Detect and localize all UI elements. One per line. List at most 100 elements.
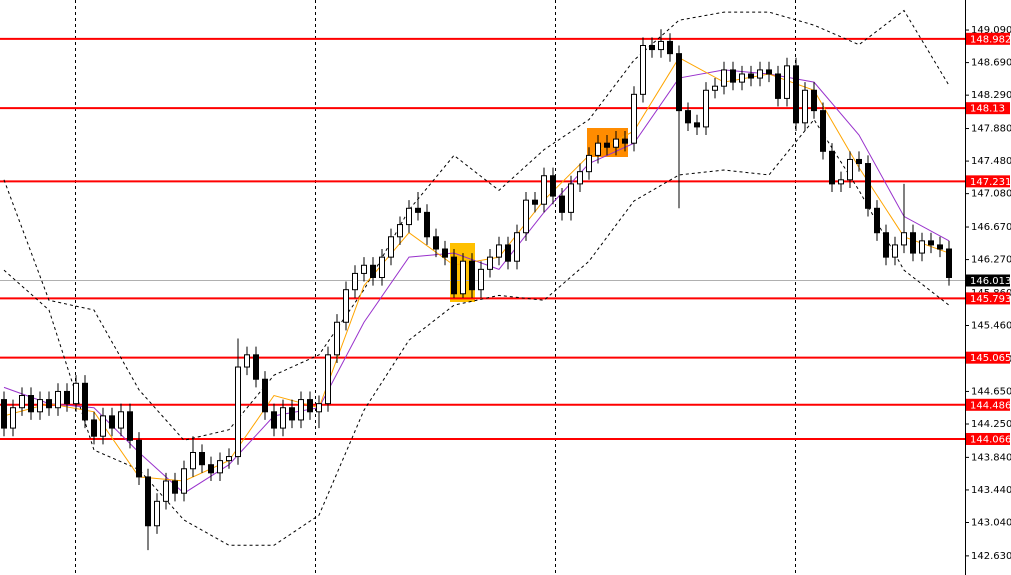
candle-body (424, 211, 430, 238)
candle-body (91, 419, 97, 437)
last-price-box (966, 274, 1010, 287)
last-price-label: 146.013 (970, 276, 1011, 287)
candle-body (73, 382, 79, 405)
candle-body (532, 199, 538, 205)
candle-body (451, 256, 457, 295)
candle-body (865, 163, 871, 209)
candle-body (919, 240, 925, 254)
candle-body (622, 138, 628, 144)
candle-body (10, 407, 16, 429)
candle-body (847, 158, 853, 181)
candle-body (244, 354, 250, 368)
candle-body (154, 500, 160, 527)
candle-body (100, 415, 106, 437)
candle-body (433, 236, 439, 250)
candle-body (631, 93, 637, 144)
candle-body (640, 45, 646, 95)
candle-body (379, 256, 385, 278)
candle-body (937, 244, 943, 250)
candle-body (811, 89, 817, 112)
candle-body (55, 390, 61, 409)
candle-body (703, 89, 709, 128)
candle-body (442, 248, 448, 258)
candle-body (775, 73, 781, 99)
level-label: 144.486 (970, 400, 1011, 411)
candle-body (649, 45, 655, 51)
candle-body (550, 175, 556, 197)
candle-body (577, 171, 583, 185)
candle-body (127, 411, 133, 441)
candle-body (352, 272, 358, 291)
candle-body (802, 89, 808, 124)
candle-body (883, 232, 889, 258)
candle-body (199, 451, 205, 466)
candle-body (892, 244, 898, 258)
candle-body (469, 260, 475, 291)
candle-body (676, 53, 682, 112)
y-tick-label: 145.460 (971, 321, 1011, 332)
candle-body (505, 244, 511, 262)
y-tick-label: 144.250 (971, 419, 1011, 430)
level-label: 145.793 (970, 294, 1011, 305)
candle-body (253, 354, 259, 380)
band-line (3, 118, 950, 546)
level-label-box (966, 175, 1010, 188)
candle-body (748, 73, 754, 79)
level-label-box (966, 432, 1010, 445)
candle-body (460, 260, 466, 295)
candle-body (190, 451, 196, 470)
candle-body (334, 321, 340, 356)
candle-body (388, 236, 394, 258)
candle-body (541, 175, 547, 205)
level-label-box (966, 102, 1010, 115)
candle-body (766, 69, 772, 75)
candle-body (838, 179, 844, 185)
y-tick-label: 143.440 (971, 485, 1011, 496)
candle-body (19, 395, 25, 409)
level-label: 147.231 (970, 177, 1011, 188)
candle-body (181, 468, 187, 494)
candle-body (820, 110, 826, 152)
candle-body (37, 399, 43, 413)
candle-body (298, 399, 304, 421)
candle-body (604, 142, 610, 148)
candle-body (658, 40, 664, 51)
candle-body (568, 183, 574, 213)
y-tick-label: 143.840 (971, 452, 1011, 463)
y-tick-label: 144.650 (971, 386, 1011, 397)
y-tick-label: 143.040 (971, 517, 1011, 528)
candle-body (730, 69, 736, 83)
candle-body (118, 411, 124, 429)
candle-body (325, 354, 331, 405)
candle-body (343, 289, 349, 323)
candle-body (145, 476, 151, 527)
candle-body (712, 85, 718, 91)
candle-body (793, 65, 799, 124)
candle-body (262, 378, 268, 413)
candle-body (1, 399, 7, 429)
candle-body (874, 207, 880, 234)
candle-body (496, 244, 502, 258)
y-tick-label: 149.090 (971, 25, 1011, 36)
candle-body (406, 207, 412, 226)
candle-body (928, 240, 934, 246)
candle-body (901, 232, 907, 246)
level-label: 145.065 (970, 353, 1011, 364)
candle-body (559, 195, 565, 213)
candle-body (64, 390, 70, 405)
y-tick-label: 147.880 (971, 124, 1011, 135)
candle-body (667, 40, 673, 55)
candle-body (208, 464, 214, 474)
level-label: 144.066 (970, 434, 1011, 445)
candle-body (28, 395, 34, 413)
candle-body (370, 264, 376, 278)
candle-body (739, 73, 745, 83)
band-line (3, 9, 950, 441)
candle-body (217, 460, 223, 474)
candle-body (82, 382, 88, 421)
candle-body (136, 439, 142, 478)
level-label-box (966, 398, 1010, 411)
